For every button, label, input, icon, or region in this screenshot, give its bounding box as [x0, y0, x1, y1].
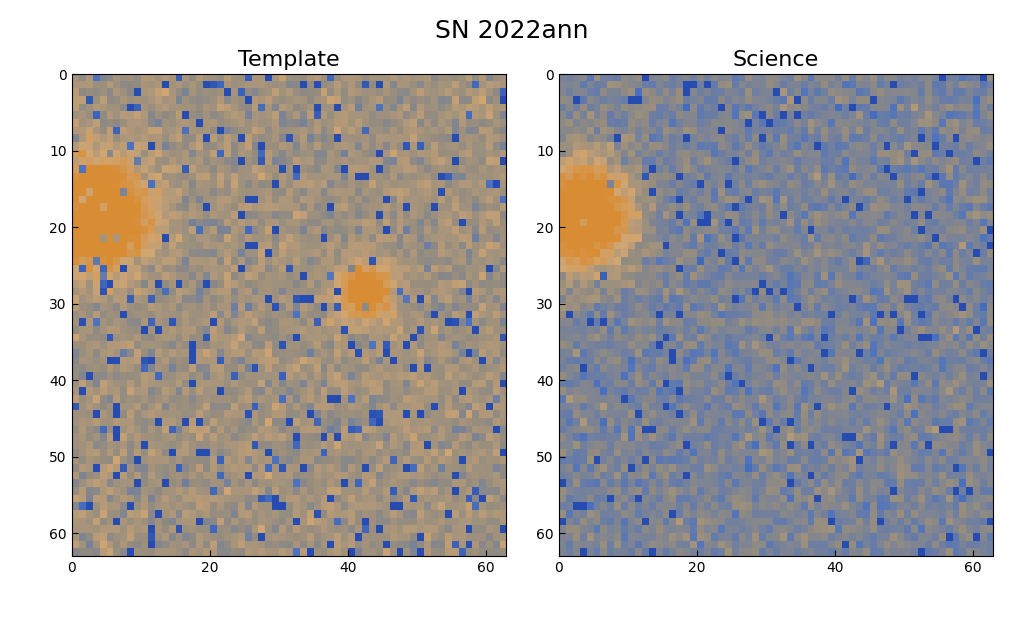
Text: SN 2022ann: SN 2022ann [435, 19, 589, 43]
Title: Template: Template [239, 50, 340, 70]
Title: Science: Science [733, 50, 819, 70]
